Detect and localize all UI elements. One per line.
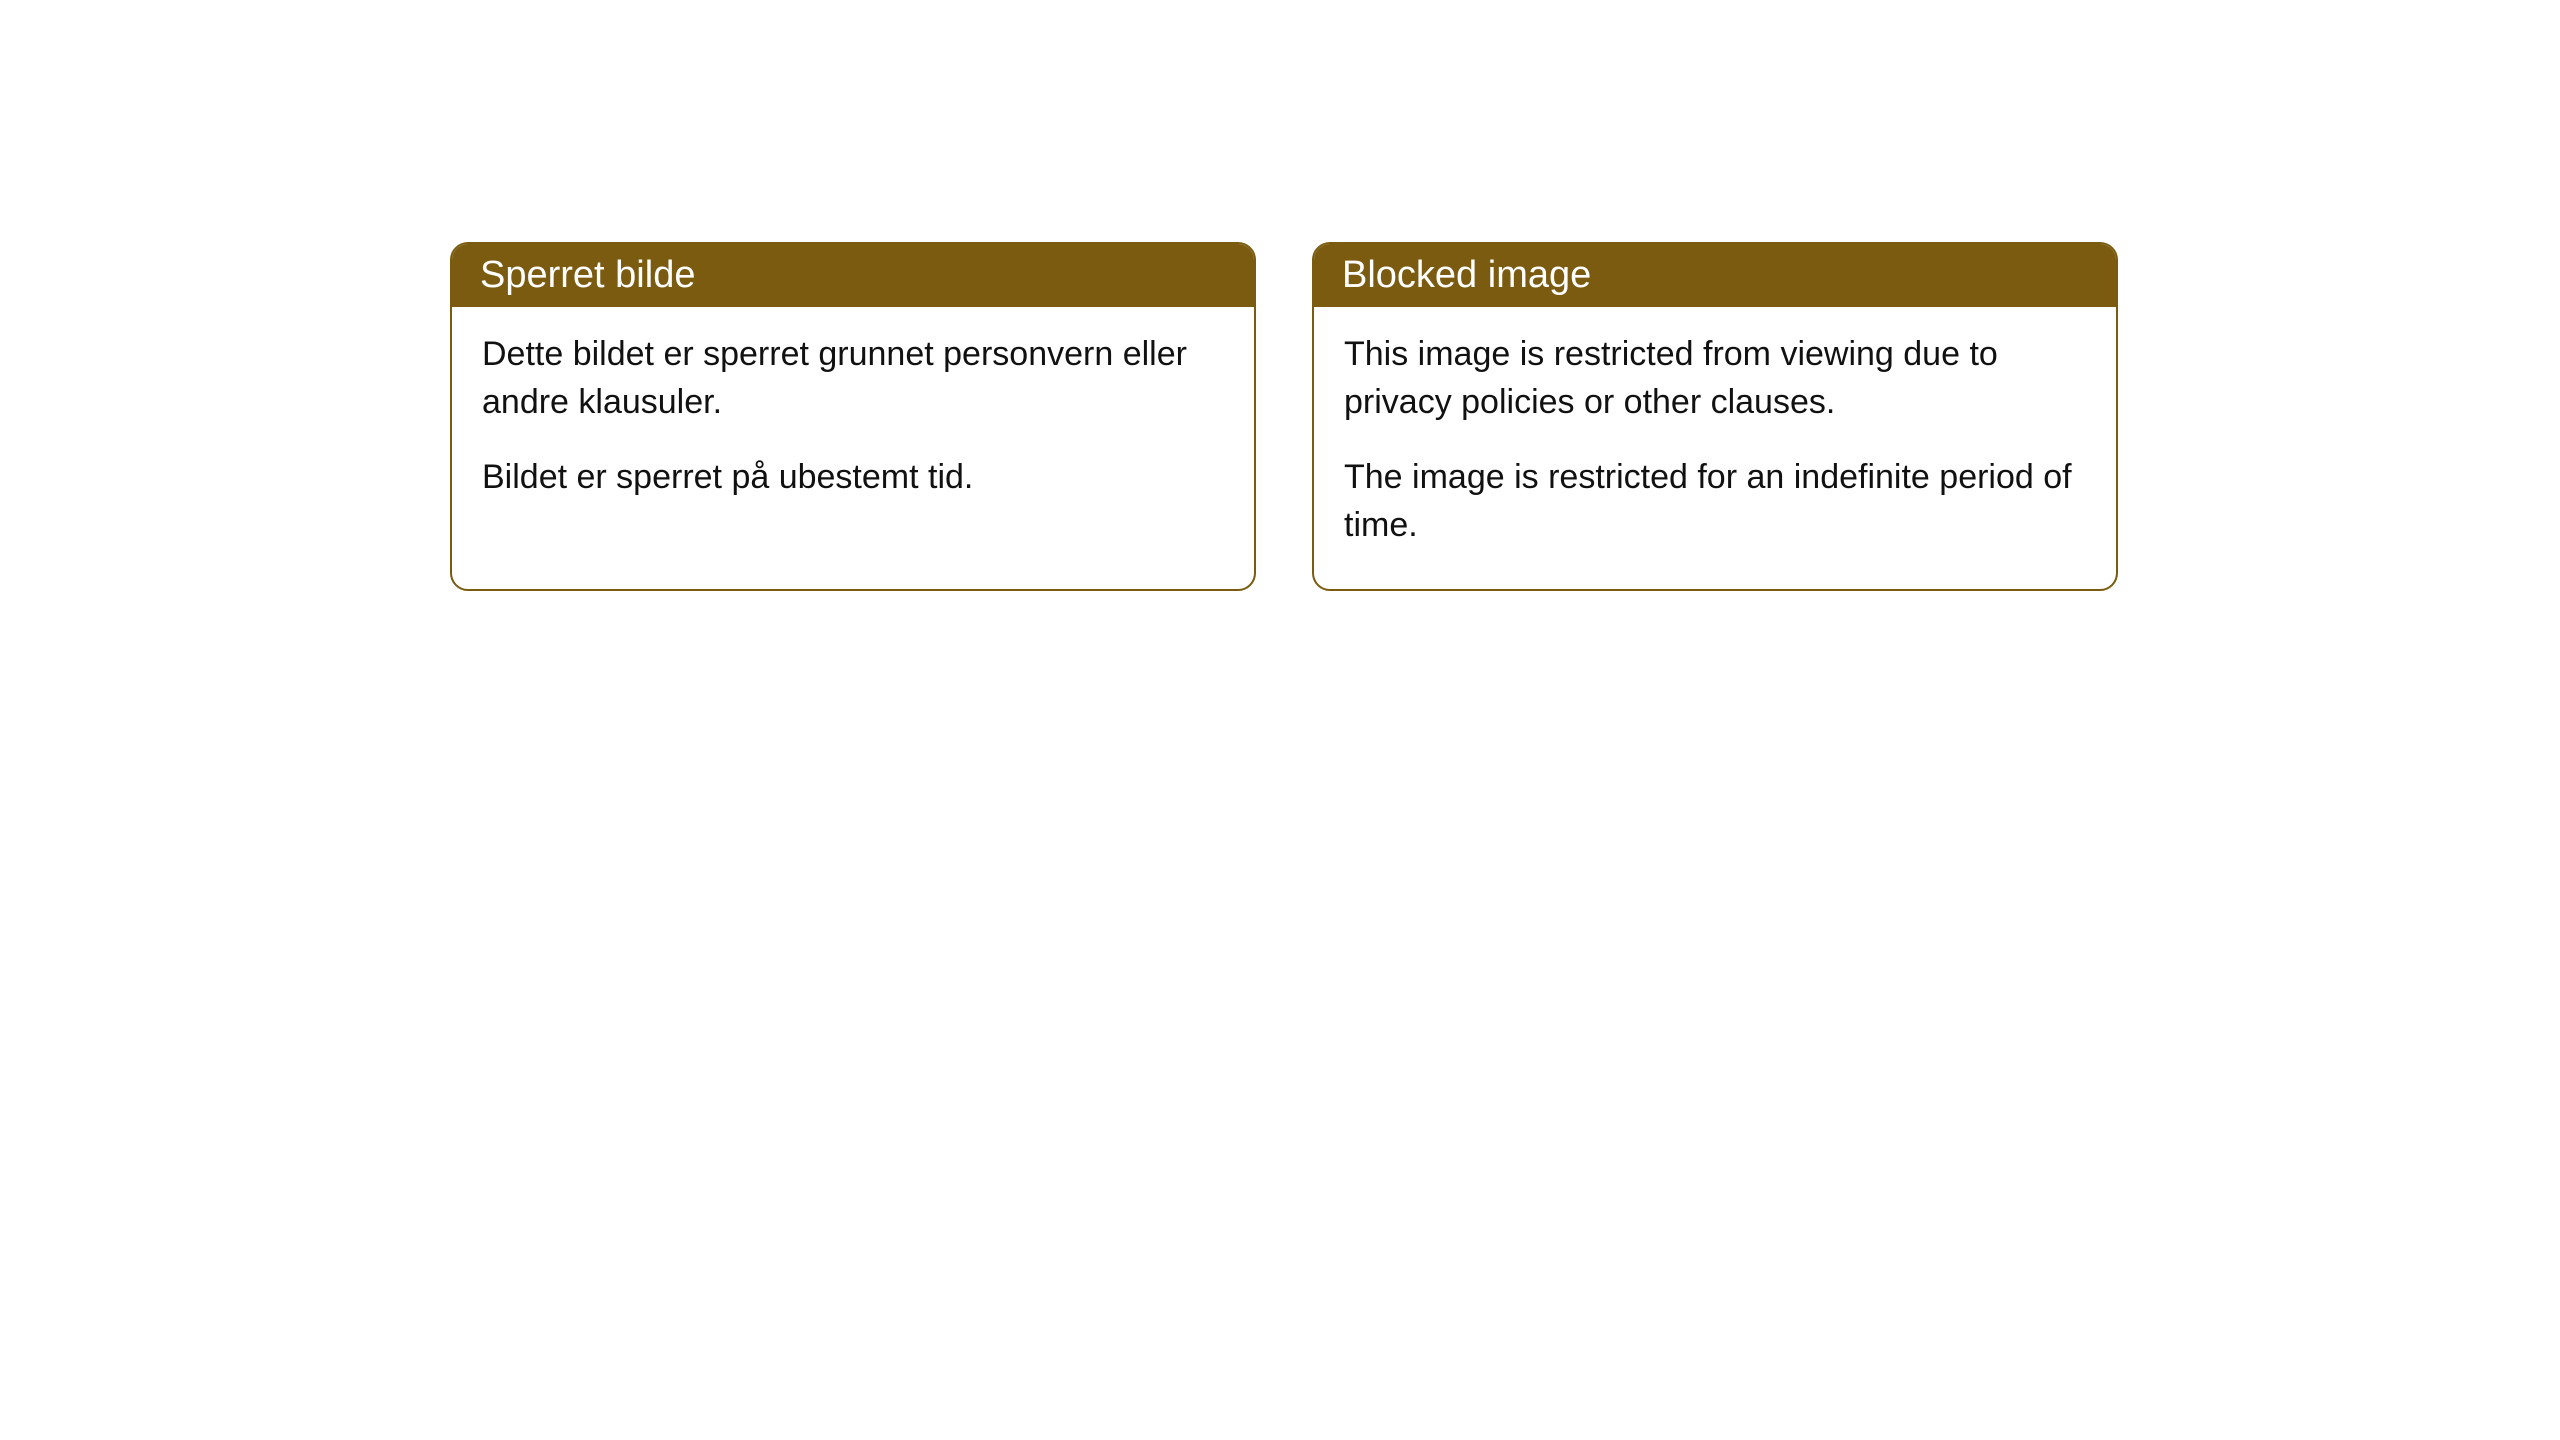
card-paragraph: This image is restricted from viewing du…: [1344, 331, 2086, 426]
card-title: Blocked image: [1342, 254, 1591, 296]
card-paragraph: The image is restricted for an indefinit…: [1344, 454, 2086, 549]
cards-container: Sperret bilde Dette bildet er sperret gr…: [450, 242, 2118, 591]
blocked-image-card-en: Blocked image This image is restricted f…: [1312, 242, 2118, 591]
blocked-image-card-no: Sperret bilde Dette bildet er sperret gr…: [450, 242, 1256, 591]
card-body: This image is restricted from viewing du…: [1314, 307, 2116, 589]
card-paragraph: Bildet er sperret på ubestemt tid.: [482, 454, 1224, 502]
card-title: Sperret bilde: [480, 254, 695, 296]
card-body: Dette bildet er sperret grunnet personve…: [452, 307, 1254, 542]
card-paragraph: Dette bildet er sperret grunnet personve…: [482, 331, 1224, 426]
card-header: Sperret bilde: [452, 244, 1254, 307]
card-header: Blocked image: [1314, 244, 2116, 307]
